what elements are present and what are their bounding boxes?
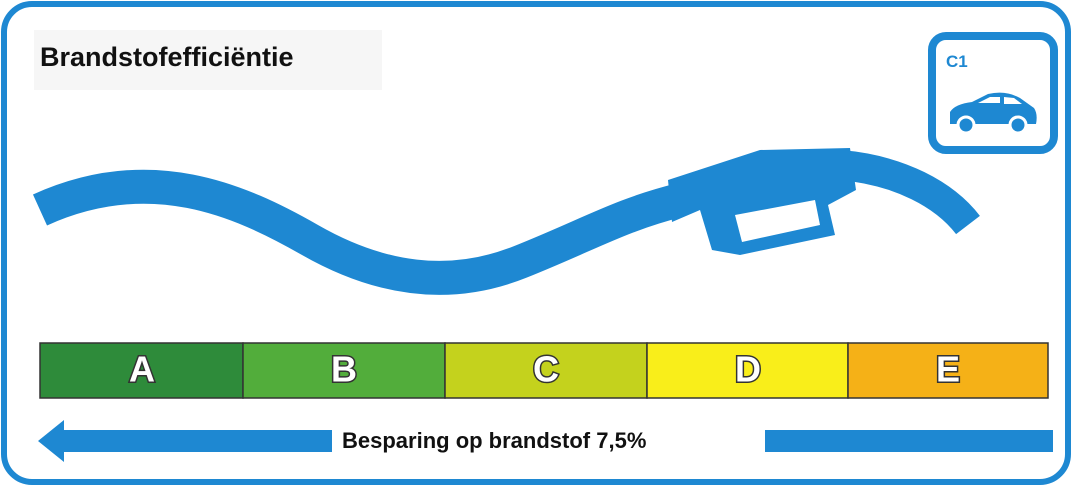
savings-text: Besparing op brandstof 7,5% <box>342 428 646 453</box>
title: Brandstofefficiëntie <box>40 42 294 72</box>
scale: A B C D E <box>40 343 1048 398</box>
class-label: C <box>533 349 559 390</box>
class-label: E <box>936 349 960 390</box>
class-label: B <box>331 349 357 390</box>
class-label: A <box>129 349 155 390</box>
class-label: D <box>735 349 761 390</box>
badge: C1 <box>932 36 1054 150</box>
badge-label: C1 <box>946 52 968 71</box>
label: Brandstofefficiëntie C1 A B C D E Bespar… <box>0 0 1072 486</box>
